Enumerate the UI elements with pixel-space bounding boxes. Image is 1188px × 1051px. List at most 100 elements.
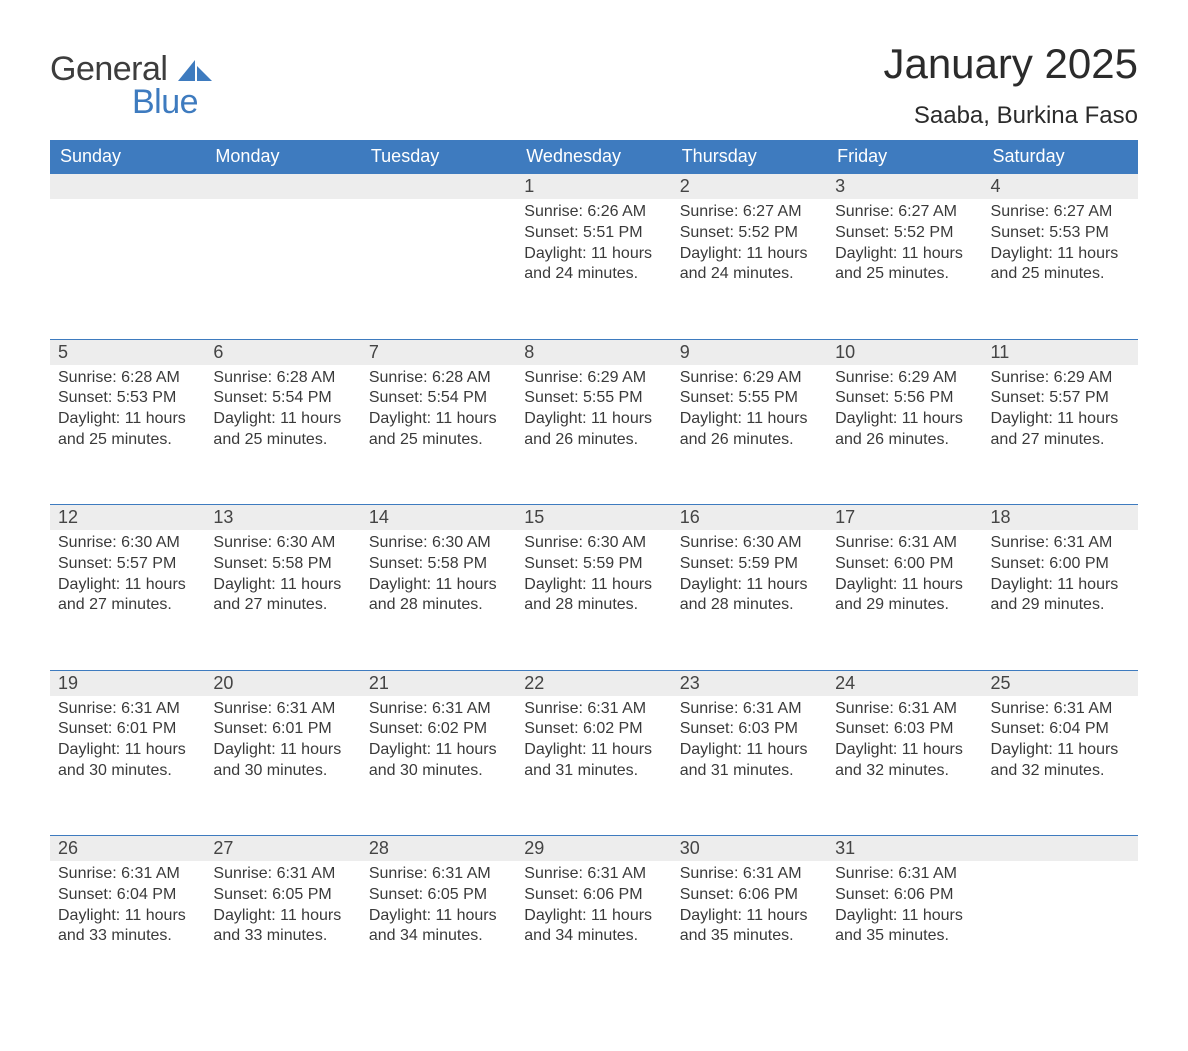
day-number: 7 <box>361 339 516 365</box>
day-number-row: 12131415161718 <box>50 505 1138 531</box>
day-cell: Sunrise: 6:31 AMSunset: 6:00 PMDaylight:… <box>827 530 982 670</box>
daylight-line: Daylight: 11 hours <box>524 575 663 596</box>
day-cell: Sunrise: 6:31 AMSunset: 6:04 PMDaylight:… <box>983 696 1138 836</box>
weekday-header: Monday <box>205 140 360 174</box>
daylight-line: and 25 minutes. <box>835 264 974 285</box>
day-number: 29 <box>516 836 671 862</box>
daylight-line: Daylight: 11 hours <box>835 409 974 430</box>
day-cell: Sunrise: 6:31 AMSunset: 6:03 PMDaylight:… <box>672 696 827 836</box>
daylight-line: and 25 minutes. <box>58 430 197 451</box>
header: General Blue January 2025 Saaba, Burkina… <box>50 40 1138 130</box>
daylight-line: Daylight: 11 hours <box>835 906 974 927</box>
daylight-line: Daylight: 11 hours <box>835 244 974 265</box>
sunset-line: Sunset: 6:03 PM <box>835 719 974 740</box>
sunrise-line: Sunrise: 6:30 AM <box>213 533 352 554</box>
daylight-line: Daylight: 11 hours <box>991 740 1130 761</box>
day-cell <box>205 199 360 339</box>
day-cell: Sunrise: 6:28 AMSunset: 5:53 PMDaylight:… <box>50 365 205 505</box>
day-cell: Sunrise: 6:31 AMSunset: 6:05 PMDaylight:… <box>361 861 516 1001</box>
daylight-line: and 34 minutes. <box>369 926 508 947</box>
day-content-row: Sunrise: 6:30 AM Sunset: 5:57 PM Daylight:… <box>50 530 1138 670</box>
sunrise-line: Sunrise: 6:28 AM <box>58 368 197 389</box>
daylight-line: Daylight: 11 hours <box>524 409 663 430</box>
sunrise-line: Sunrise: 6:31 AM <box>991 699 1130 720</box>
month-title: January 2025 <box>883 40 1138 88</box>
day-number: 25 <box>983 670 1138 696</box>
day-number: 17 <box>827 505 982 531</box>
day-cell: Sunrise: 6:31 AMSunset: 6:06 PMDaylight:… <box>672 861 827 1001</box>
daylight-line: Daylight: 11 hours <box>835 575 974 596</box>
day-number <box>361 174 516 199</box>
sunset-line: Sunset: 5:59 PM <box>680 554 819 575</box>
sunset-line: Sunset: 5:57 PM <box>991 388 1130 409</box>
day-cell: Sunrise: 6:27 AMSunset: 5:52 PMDaylight:… <box>672 199 827 339</box>
daylight-line: and 25 minutes. <box>991 264 1130 285</box>
day-number: 19 <box>50 670 205 696</box>
sunset-line: Sunset: 5:54 PM <box>369 388 508 409</box>
day-number <box>983 836 1138 862</box>
daylight-line: and 27 minutes. <box>213 595 352 616</box>
sunrise-line: Sunrise: 6:31 AM <box>58 699 197 720</box>
weekday-header: Sunday <box>50 140 205 174</box>
day-number: 8 <box>516 339 671 365</box>
sail-icon <box>178 54 212 93</box>
day-cell: Sunrise: 6:30 AMSunset: 5:57 PMDaylight:… <box>50 530 205 670</box>
day-number: 27 <box>205 836 360 862</box>
weekday-header: Wednesday <box>516 140 671 174</box>
day-content-row: Sunrise: 6:31 AMSunset: 6:04 PMDaylight:… <box>50 861 1138 1001</box>
sunset-line: Sunset: 5:58 PM <box>213 554 352 575</box>
daylight-line: Daylight: 11 hours <box>524 244 663 265</box>
day-number-row: 262728293031 <box>50 836 1138 862</box>
day-cell: Sunrise: 6:26 AMSunset: 5:51 PMDaylight:… <box>516 199 671 339</box>
day-content-row: Sunrise: 6:31 AMSunset: 6:01 PMDaylight:… <box>50 696 1138 836</box>
daylight-line: Daylight: 11 hours <box>58 409 197 430</box>
day-cell: Sunrise: 6:30 AMSunset: 5:59 PMDaylight:… <box>672 530 827 670</box>
day-cell: Sunrise: 6:31 AMSunset: 6:01 PMDaylight:… <box>205 696 360 836</box>
day-number: 5 <box>50 339 205 365</box>
sunrise-line: Sunrise: 6:29 AM <box>524 368 663 389</box>
sunset-line: Sunset: 6:06 PM <box>680 885 819 906</box>
day-number: 4 <box>983 174 1138 199</box>
day-cell: Sunrise: 6:31 AMSunset: 6:01 PMDaylight:… <box>50 696 205 836</box>
sunrise-line: Sunrise: 6:30 AM <box>369 533 508 554</box>
sunrise-line: Sunrise: 6:27 AM <box>680 202 819 223</box>
sunrise-line: Sunrise: 6:31 AM <box>369 864 508 885</box>
sunrise-line: Sunrise: 6:31 AM <box>524 699 663 720</box>
sunrise-line: Sunrise: 6:29 AM <box>680 368 819 389</box>
daylight-line: and 28 minutes. <box>369 595 508 616</box>
daylight-line: Daylight: 11 hours <box>680 409 819 430</box>
sunrise-line: Sunrise: 6:31 AM <box>680 864 819 885</box>
daylight-line: and 30 minutes. <box>369 761 508 782</box>
sunset-line: Sunset: 6:02 PM <box>524 719 663 740</box>
day-number: 1 <box>516 174 671 199</box>
day-number <box>205 174 360 199</box>
daylight-line: and 33 minutes. <box>213 926 352 947</box>
day-number: 31 <box>827 836 982 862</box>
day-content-row: Sunrise: 6:26 AMSunset: 5:51 PMDaylight:… <box>50 199 1138 339</box>
sunrise-line: Sunrise: 6:31 AM <box>369 699 508 720</box>
daylight-line: and 30 minutes. <box>58 761 197 782</box>
sunrise-line: Sunrise: 6:28 AM <box>213 368 352 389</box>
daylight-line: Daylight: 11 hours <box>991 244 1130 265</box>
daylight-line: and 31 minutes. <box>680 761 819 782</box>
daylight-line: Daylight: 11 hours <box>680 906 819 927</box>
day-number: 26 <box>50 836 205 862</box>
sunset-line: Sunset: 5:57 PM <box>58 554 197 575</box>
sunrise-line: Sunrise: 6:31 AM <box>213 864 352 885</box>
day-number <box>50 174 205 199</box>
daylight-line: and 29 minutes. <box>835 595 974 616</box>
daylight-line: and 29 minutes. <box>991 595 1130 616</box>
day-cell: Sunrise: 6:28 AMSunset: 5:54 PMDaylight:… <box>361 365 516 505</box>
weekday-header: Friday <box>827 140 982 174</box>
sunset-line: Sunset: 6:00 PM <box>835 554 974 575</box>
sunrise-line: Sunrise: 6:31 AM <box>680 699 819 720</box>
day-cell <box>361 199 516 339</box>
day-cell: Sunrise: 6:31 AMSunset: 6:04 PMDaylight:… <box>50 861 205 1001</box>
sunset-line: Sunset: 5:52 PM <box>835 223 974 244</box>
logo: General Blue <box>50 50 212 122</box>
daylight-line: Daylight: 11 hours <box>524 740 663 761</box>
sunrise-line: Sunrise: 6:27 AM <box>835 202 974 223</box>
daylight-line: and 31 minutes. <box>524 761 663 782</box>
daylight-line: Daylight: 11 hours <box>213 906 352 927</box>
day-cell: Sunrise: 6:31 AMSunset: 6:05 PMDaylight:… <box>205 861 360 1001</box>
